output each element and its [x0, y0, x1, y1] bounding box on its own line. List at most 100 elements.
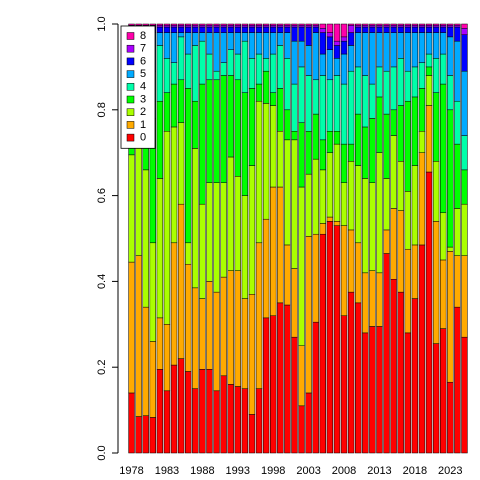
bar-segment [135, 23, 142, 26]
bar-segment [135, 416, 142, 454]
bar-segment [248, 25, 256, 28]
bar-segment [291, 83, 298, 132]
bar-segment [305, 173, 312, 237]
bar-segment [142, 306, 149, 416]
bar-segment [369, 118, 376, 183]
bar-segment [305, 25, 312, 28]
bar-segment [291, 336, 298, 454]
bar-segment [213, 291, 220, 392]
bar-segment [277, 32, 284, 46]
bar-segment [347, 229, 355, 293]
bar-segment [411, 165, 419, 246]
bar-segment [376, 26, 383, 33]
bar-segment [192, 100, 199, 149]
bar-segment [128, 23, 135, 26]
bar-segment [270, 26, 277, 33]
bar-segment [262, 58, 270, 72]
bar-segment [440, 212, 447, 261]
y-tick-label: 0.2 [96, 360, 108, 375]
bar-segment [411, 23, 419, 26]
y-tick-label: 1.0 [96, 16, 108, 31]
bar-segment [376, 326, 383, 454]
bar-segment [355, 302, 362, 454]
bar-segment [440, 23, 447, 26]
y-tick-label: 0.6 [96, 188, 108, 203]
bar-segment [284, 58, 291, 111]
bar-segment [206, 25, 213, 28]
bar-segment [326, 131, 334, 153]
bar-segment [270, 53, 277, 93]
bar-segment [390, 279, 397, 454]
bar-segment [376, 152, 383, 274]
bar-segment [326, 32, 334, 38]
bar-segment [383, 25, 390, 28]
bar-segment [206, 79, 213, 183]
legend-label: 6 [140, 55, 146, 67]
bar-segment [454, 208, 461, 256]
bar-segment [135, 139, 142, 256]
bar-segment [291, 268, 298, 338]
bar-segment [440, 53, 447, 85]
bar-segment [411, 25, 419, 28]
bar-segment [199, 26, 206, 33]
bar-segment [163, 92, 171, 132]
bar-segment [390, 66, 397, 111]
bar-segment [227, 49, 234, 76]
bar-segment [298, 40, 305, 68]
bar-segment [149, 417, 156, 454]
bar-segment [333, 225, 341, 454]
bar-segment [355, 66, 362, 115]
bar-segment [461, 135, 468, 171]
bar-segment [376, 272, 383, 327]
bar-segment [227, 26, 234, 33]
bar-segment [418, 244, 426, 454]
bar-segment [213, 79, 220, 183]
bar-segment [142, 415, 149, 454]
bar-segment [390, 26, 397, 33]
legend-label: 2 [140, 106, 146, 118]
legend-label: 7 [140, 43, 146, 55]
bar-segment [227, 384, 234, 454]
bar-segment [369, 32, 376, 85]
bar-segment [418, 32, 426, 63]
bar-segment [383, 229, 390, 254]
bar-segment [454, 255, 461, 308]
bar-segment [362, 32, 369, 76]
bar-segment [163, 25, 171, 28]
bar-segment [333, 23, 341, 42]
bar-segment [291, 26, 298, 42]
bar-segment [284, 244, 291, 306]
bar-segment [199, 369, 206, 454]
bar-segment [156, 23, 164, 26]
legend-swatch [126, 57, 135, 66]
bar-segment [298, 122, 305, 188]
legend-box [120, 25, 156, 149]
bar-segment [213, 32, 220, 72]
bar-segment [192, 32, 199, 46]
bar-segment [425, 25, 433, 28]
bar-segment [163, 23, 171, 26]
bar-segment [404, 191, 411, 250]
bar-segment [376, 23, 383, 26]
bar-segment [333, 75, 341, 132]
bar-segment [454, 23, 461, 26]
bar-segment [255, 23, 263, 26]
bar-segment [305, 392, 312, 454]
bar-segment [234, 25, 241, 28]
bar-segment [425, 75, 433, 106]
y-tick-label: 0.0 [96, 445, 108, 460]
bar-segment [333, 143, 341, 222]
bar-segment [277, 131, 284, 188]
bar-segment [270, 105, 277, 188]
bar-segment [418, 23, 426, 26]
bar-segment [326, 23, 334, 33]
bar-segment [185, 242, 192, 265]
bar-segment [355, 23, 362, 26]
bar-segment [369, 326, 376, 454]
bar-segment [319, 75, 326, 141]
bar-segment [447, 246, 454, 252]
bar-segment [425, 23, 433, 26]
bar-segment [340, 143, 348, 183]
bar-segment [404, 32, 411, 72]
